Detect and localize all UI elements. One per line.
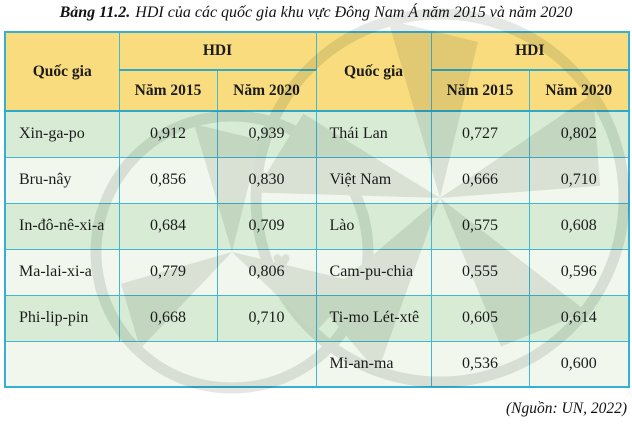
hdi-2015-cell: 0,668 <box>118 294 218 342</box>
country-cell: Ma-lai-xi-a <box>4 248 120 296</box>
country-cell: Xin-ga-po <box>4 110 120 158</box>
table-row: In-đô-nê-xi-a 0,684 0,709 Lào 0,575 0,60… <box>4 202 630 250</box>
table-row: Mi-an-ma 0,536 0,600 <box>4 340 630 388</box>
hdi-2015-cell: 0,536 <box>430 340 530 388</box>
hdi-2020-cell: 0,596 <box>528 248 630 296</box>
hdi-2020-cell: 0,939 <box>216 110 317 158</box>
hdi-2015-cell: 0,856 <box>118 156 218 204</box>
table-row: Bru-nây 0,856 0,830 Việt Nam 0,666 0,710 <box>4 156 630 204</box>
header-year-2015-right: Năm 2015 <box>430 69 530 112</box>
table-row: Phi-lip-pin 0,668 0,710 Ti-mo Lét-xtê 0,… <box>4 294 630 342</box>
header-country-right: Quốc gia <box>315 31 432 112</box>
source-note: (Nguồn: UN, 2022) <box>506 400 627 417</box>
table-caption: Bảng 11.2. HDI của các quốc gia khu vực Đ… <box>0 4 632 22</box>
hdi-2015-cell: 0,666 <box>430 156 530 204</box>
header-country-left: Quốc gia <box>4 31 120 112</box>
country-cell: Ti-mo Lét-xtê <box>315 294 432 342</box>
header-year-2020-left: Năm 2020 <box>216 69 317 112</box>
hdi-2020-cell: 0,614 <box>528 294 630 342</box>
hdi-data-table: Quốc gia HDI Quốc gia HDI Năm 2015 Năm 2… <box>4 31 631 388</box>
country-cell: In-đô-nê-xi-a <box>4 202 120 250</box>
hdi-2020-cell: 0,710 <box>528 156 630 204</box>
table-row: Xin-ga-po 0,912 0,939 Thái Lan 0,727 0,8… <box>4 110 630 158</box>
country-cell: Bru-nây <box>4 156 120 204</box>
country-cell: Thái Lan <box>315 110 432 158</box>
country-cell: Mi-an-ma <box>315 340 432 388</box>
header-year-2020-right: Năm 2020 <box>528 69 630 112</box>
empty-cell <box>4 340 317 388</box>
hdi-2020-cell: 0,710 <box>216 294 317 342</box>
hdi-2020-cell: 0,600 <box>528 340 630 388</box>
hdi-2020-cell: 0,802 <box>528 110 630 158</box>
hdi-2015-cell: 0,605 <box>430 294 530 342</box>
country-cell: Việt Nam <box>315 156 432 204</box>
hdi-2015-cell: 0,779 <box>118 248 218 296</box>
hdi-2015-cell: 0,684 <box>118 202 218 250</box>
hdi-2020-cell: 0,608 <box>528 202 630 250</box>
hdi-2015-cell: 0,575 <box>430 202 530 250</box>
table-number-label: Bảng 11.2. <box>59 4 131 21</box>
country-cell: Lào <box>315 202 432 250</box>
hdi-2015-cell: 0,912 <box>118 110 218 158</box>
country-cell: Phi-lip-pin <box>4 294 120 342</box>
header-hdi-right: HDI <box>430 31 630 71</box>
hdi-2020-cell: 0,709 <box>216 202 317 250</box>
hdi-2020-cell: 0,830 <box>216 156 317 204</box>
hdi-2015-cell: 0,727 <box>430 110 530 158</box>
header-year-2015-left: Năm 2015 <box>118 69 218 112</box>
table-row: Ma-lai-xi-a 0,779 0,806 Cam-pu-chia 0,55… <box>4 248 630 296</box>
country-cell: Cam-pu-chia <box>315 248 432 296</box>
hdi-2015-cell: 0,555 <box>430 248 530 296</box>
hdi-2020-cell: 0,806 <box>216 248 317 296</box>
table-title-text: HDI của các quốc gia khu vực Đông Nam Á … <box>135 4 573 21</box>
header-hdi-left: HDI <box>118 31 317 71</box>
